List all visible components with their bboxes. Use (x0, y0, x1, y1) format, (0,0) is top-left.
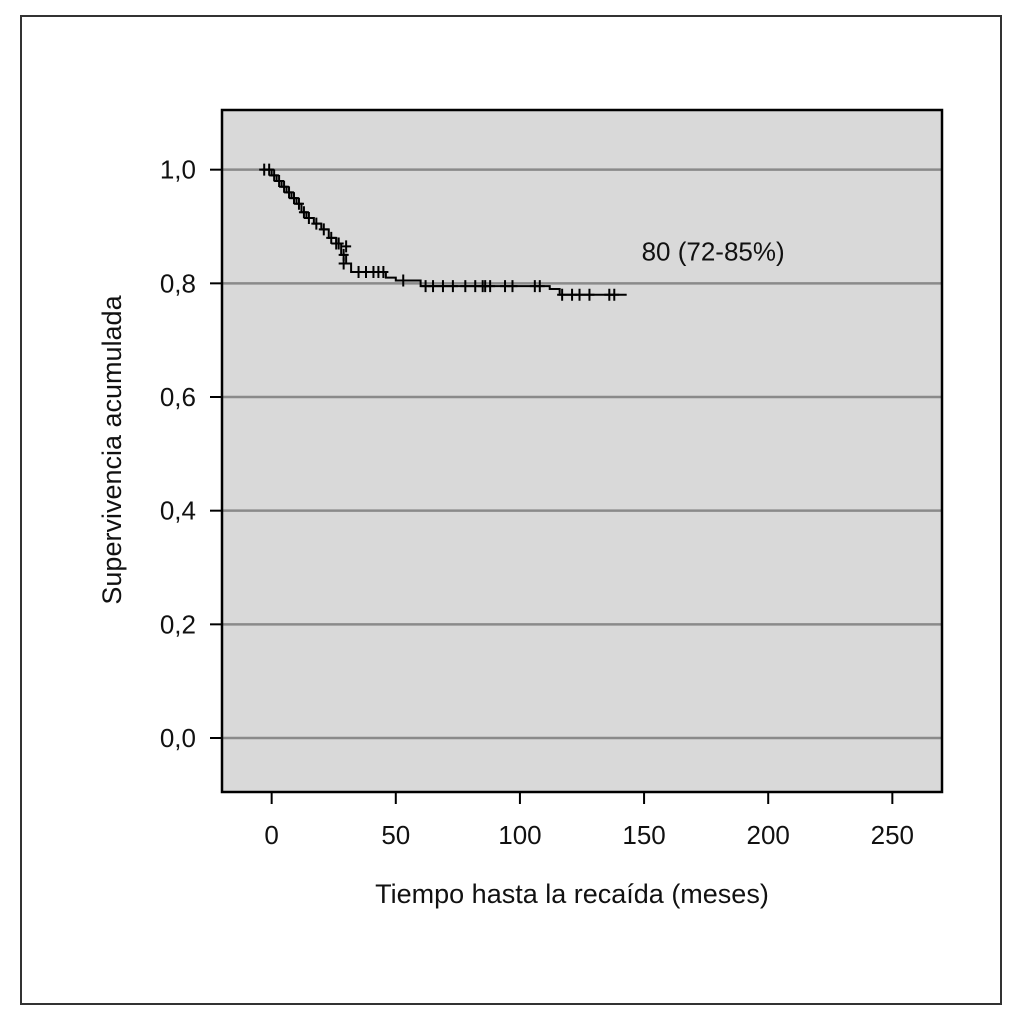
censor-mark (584, 288, 595, 301)
x-tick-label: 100 (498, 820, 541, 850)
y-tick-label: 0,0 (160, 723, 196, 753)
x-tick-label: 250 (871, 820, 914, 850)
censor-mark (609, 288, 620, 301)
censor-mark (318, 223, 329, 236)
grid-lines (222, 168, 942, 740)
censor-marks (259, 163, 620, 301)
y-tick-label: 0,6 (160, 382, 196, 412)
censor-mark (274, 175, 285, 188)
censor-mark (293, 197, 304, 210)
plot-border (220, 108, 944, 794)
censor-mark (341, 240, 352, 253)
x-tick-label: 50 (381, 820, 410, 850)
x-tick-label: 0 (264, 820, 278, 850)
plot-area (222, 110, 942, 792)
censor-mark (289, 192, 299, 205)
y-tick-label: 0,2 (160, 609, 196, 639)
x-tick-label: 150 (622, 820, 665, 850)
censor-mark (507, 280, 518, 293)
y-tick-label: 1,0 (160, 155, 196, 185)
censor-mark (284, 186, 295, 199)
censor-mark (338, 257, 349, 270)
y-tick-label: 0,4 (160, 496, 196, 526)
censor-mark (311, 217, 322, 230)
censor-mark (447, 280, 458, 293)
censor-mark (574, 288, 585, 301)
censor-mark (298, 206, 309, 219)
censor-mark (264, 163, 275, 176)
censor-mark (333, 237, 344, 250)
censor-mark (460, 280, 471, 293)
censor-mark (428, 280, 439, 293)
y-axis: 0,0 0,2 0,4 0,6 0,8 1,0 (160, 155, 222, 753)
x-tick-label: 200 (747, 820, 790, 850)
censor-mark (303, 211, 314, 224)
censor-mark (437, 280, 448, 293)
censor-mark (378, 265, 389, 278)
x-axis: 0 50 100 150 200 250 (264, 792, 914, 850)
y-tick-label: 0,8 (160, 268, 196, 298)
censor-mark (485, 280, 496, 293)
censor-mark (279, 180, 290, 193)
censor-mark (534, 280, 545, 293)
censor-mark (557, 288, 568, 301)
annotations: 80 (72-85%) (642, 237, 785, 267)
x-axis-title: Tiempo hasta la recaída (meses) (375, 879, 769, 909)
annotation-label: 80 (72-85%) (642, 237, 785, 267)
censor-mark (398, 274, 409, 287)
censor-mark (326, 231, 337, 244)
censor-mark (269, 169, 280, 182)
y-axis-title: Supervivencia acumulada (97, 294, 127, 604)
